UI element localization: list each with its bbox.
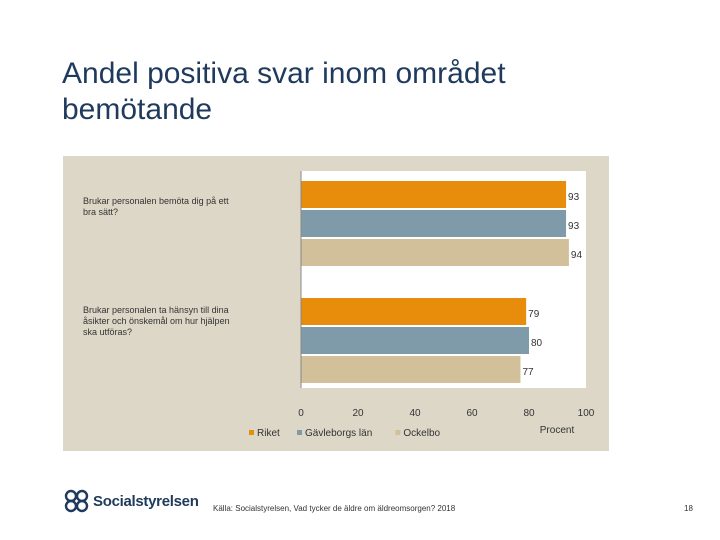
bar xyxy=(301,356,521,383)
source-text: Källa: Socialstyrelsen, Vad tycker de äl… xyxy=(213,504,456,513)
bar-chart: Brukar personalen bemöta dig på ett bra s… xyxy=(83,171,595,439)
category-label: Brukar personalen bemöta dig på ett bra s… xyxy=(83,196,229,217)
legend-entry: Riket xyxy=(257,428,280,439)
data-label: 93 xyxy=(568,221,580,232)
x-tick-label: 80 xyxy=(523,408,535,419)
x-tick-label: 100 xyxy=(578,408,595,419)
logo-text: Socialstyrelsen xyxy=(93,492,199,510)
category-label: Brukar personalen ta hänsyn till dina åsi… xyxy=(83,305,230,337)
page-number: 18 xyxy=(684,504,693,513)
legend-entry: Gävleborgs län xyxy=(305,428,372,439)
x-tick-label: 0 xyxy=(298,408,304,419)
x-axis-label: Procent xyxy=(540,425,575,436)
socialstyrelsen-logo: Socialstyrelsen xyxy=(64,487,199,515)
data-label: 94 xyxy=(571,250,583,261)
data-label: 77 xyxy=(522,367,534,378)
x-tick-label: 60 xyxy=(466,408,478,419)
bar xyxy=(301,210,567,237)
x-tick-label: 20 xyxy=(352,408,364,419)
legend-swatch xyxy=(395,430,401,435)
slide-title: Andel positiva svar inom området bemötan… xyxy=(62,57,506,126)
data-label: 80 xyxy=(531,338,543,349)
chart-panel: Brukar personalen bemöta dig på ett bra s… xyxy=(63,156,609,451)
data-label: 93 xyxy=(568,192,580,203)
legend-swatch xyxy=(249,430,254,435)
logo-emblem-icon xyxy=(64,489,89,513)
data-label: 79 xyxy=(528,309,540,320)
x-tick-label: 40 xyxy=(409,408,421,419)
legend-swatch xyxy=(297,430,302,435)
bar xyxy=(301,327,529,354)
bar xyxy=(301,181,567,208)
legend-entry: Ockelbo xyxy=(403,428,440,439)
bar xyxy=(301,239,569,266)
bar xyxy=(301,298,527,325)
